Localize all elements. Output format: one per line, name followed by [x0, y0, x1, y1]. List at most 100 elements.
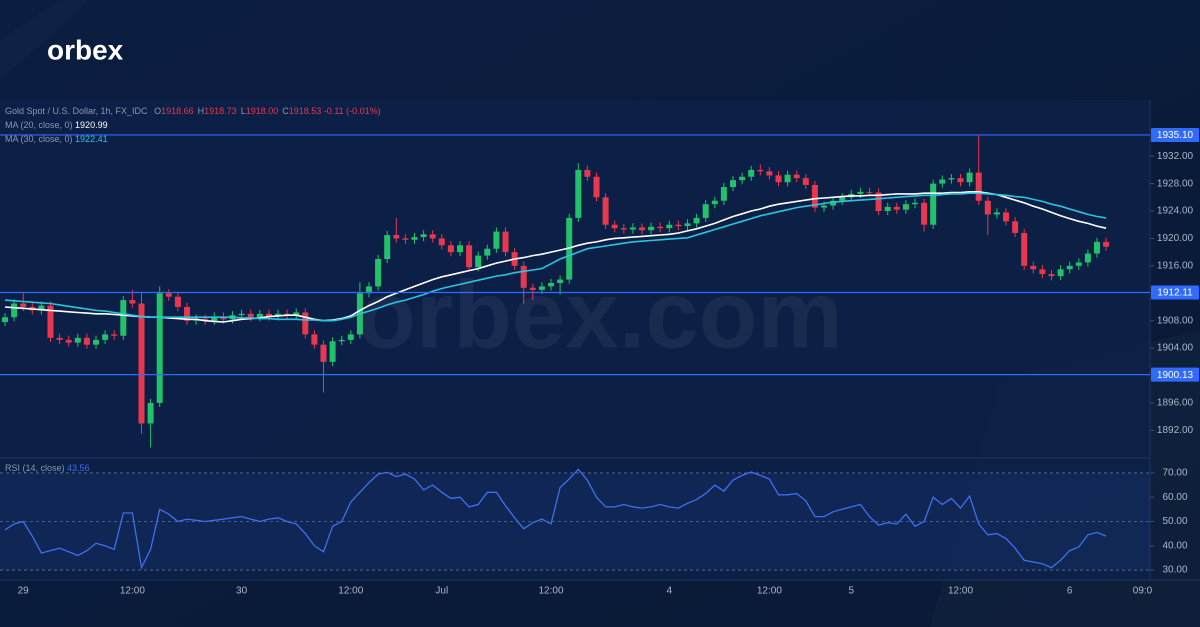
candle-body — [1021, 232, 1028, 266]
ma-line — [4, 192, 1107, 322]
candle-body — [529, 287, 536, 290]
y-tick-label: 1928.00 — [1157, 178, 1194, 189]
marks: 1892.00 1896.00 1904.00 1908.00 1916.00 1920.… — [0, 127, 1199, 597]
candle-body — [784, 174, 791, 183]
level-label: 1912.11 — [1157, 288, 1193, 299]
quote-value: 1918.66 — [161, 106, 194, 116]
y-tick-label: 1924.00 — [1157, 206, 1194, 217]
candle-body — [184, 306, 190, 321]
x-tick-label: 12:00 — [948, 586, 973, 597]
candle-body — [1084, 253, 1091, 263]
candle-body — [1039, 269, 1046, 275]
candle-body — [484, 248, 491, 256]
candle-body — [120, 300, 127, 336]
candle-body — [302, 312, 309, 335]
rsi-tick-label: 50.00 — [1162, 516, 1187, 527]
candle-body — [739, 176, 746, 181]
candle-body — [993, 212, 1000, 215]
candle-body — [648, 226, 655, 231]
candle-body — [657, 226, 664, 229]
candle-body — [811, 184, 818, 208]
candle-body — [438, 238, 445, 246]
candle-body — [602, 197, 609, 225]
candle-body — [11, 303, 18, 318]
candle-body — [320, 344, 327, 362]
change: -0.11 (-0.01%) — [323, 106, 381, 116]
candle-body — [793, 174, 800, 179]
x-tick-label: 29 — [18, 586, 30, 597]
candle-body — [893, 206, 900, 210]
symbol-legend: Gold Spot / U.S. Dollar, 1h, FX_IDC O191… — [5, 106, 381, 116]
rsi-legend: RSI (14, close) 43.56 — [5, 463, 90, 473]
candle-body — [211, 316, 218, 321]
candle-body — [447, 245, 454, 253]
y-tick-label: 1920.00 — [1157, 233, 1194, 244]
candle-body — [147, 402, 154, 424]
candle-body — [757, 169, 764, 172]
y-tick-label: 1896.00 — [1157, 398, 1194, 409]
level-label: 1900.13 — [1157, 370, 1194, 381]
rsi-tick-label: 40.00 — [1162, 540, 1187, 551]
candle-body — [730, 180, 736, 188]
candle-body — [411, 237, 418, 240]
candle-body — [1075, 262, 1082, 266]
candle-body — [575, 169, 582, 218]
level-tag — [1151, 127, 1199, 142]
y-tick-label: 1908.00 — [1157, 315, 1194, 326]
candle-body — [393, 235, 400, 239]
quote: O1918.66 H1918.73 L1918.00 C1918.53 — [150, 106, 321, 116]
candle-body — [384, 235, 391, 259]
candle-body — [329, 341, 336, 362]
candle-body — [775, 175, 782, 183]
candle-body — [502, 231, 509, 253]
candle-body — [593, 176, 600, 198]
candle-body — [548, 282, 554, 287]
y-tick-label: 1892.00 — [1157, 425, 1194, 436]
candle-body — [921, 202, 928, 225]
candle-body — [966, 172, 973, 183]
candle-body — [684, 223, 691, 227]
candle-body — [74, 337, 81, 343]
candle-body — [38, 305, 45, 311]
candle-body — [293, 312, 300, 316]
legend-name: MA (20, close, 0) — [5, 120, 73, 130]
x-tick-label: 12:00 — [338, 586, 363, 597]
candle-body — [857, 191, 864, 194]
logo: orbex — [47, 34, 124, 65]
candle-body — [611, 224, 618, 229]
legend-name: MA (30, close, 0) — [5, 134, 73, 144]
candle-body — [156, 293, 163, 403]
candle-body — [902, 204, 909, 210]
legend-value: 1922.41 — [75, 134, 108, 144]
quote-value: 1918.73 — [204, 106, 237, 116]
legend-value: 43.56 — [67, 463, 90, 473]
rsi-tick-label: 30.00 — [1162, 565, 1187, 576]
level-label: 1935.10 — [1157, 130, 1194, 141]
x-tick-label: 09:0 — [1133, 586, 1153, 597]
candle-body — [720, 187, 727, 201]
x-tick-label: 12:00 — [757, 586, 782, 597]
candle-body — [202, 318, 209, 321]
rsi-tick-label: 70.00 — [1162, 468, 1187, 479]
candle-body — [129, 300, 136, 304]
candle-body — [520, 265, 527, 288]
candle-body — [265, 313, 272, 317]
rsi-line — [4, 468, 1107, 570]
candle-body — [111, 334, 118, 336]
y-tick-label: 1932.00 — [1157, 151, 1194, 162]
candle-body — [821, 205, 827, 208]
candle-body — [1094, 241, 1100, 254]
candle-body — [375, 258, 382, 287]
candle-body — [93, 339, 99, 345]
candle-body — [939, 179, 946, 184]
x-tick-label: 12:00 — [538, 586, 563, 597]
candle-body — [620, 228, 627, 230]
legend-name: RSI (14, close) — [5, 463, 65, 473]
x-tick-label: 5 — [849, 586, 855, 597]
candle-body — [557, 279, 564, 283]
candle-body — [930, 183, 937, 225]
candle-body — [256, 313, 263, 318]
candle-body — [1030, 265, 1037, 270]
candle-body — [948, 178, 955, 180]
